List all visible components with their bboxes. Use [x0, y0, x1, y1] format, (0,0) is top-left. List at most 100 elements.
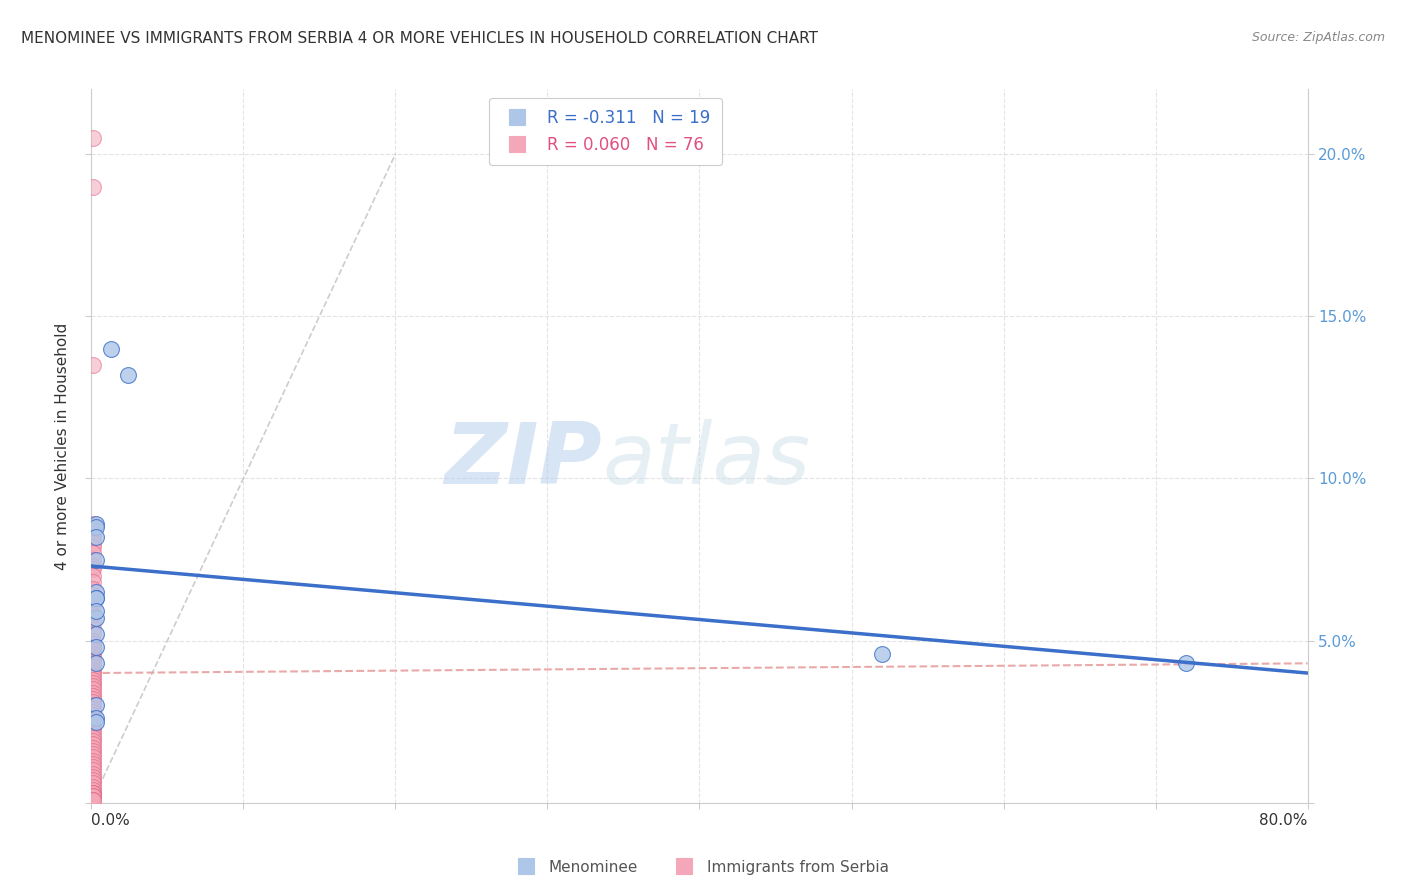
Point — [82, 540, 104, 554]
Y-axis label: 4 or more Vehicles in Household: 4 or more Vehicles in Household — [55, 322, 70, 570]
Point — [82, 705, 104, 719]
Point — [82, 659, 104, 673]
Point — [82, 588, 104, 602]
Point — [84, 585, 107, 599]
Point — [82, 516, 104, 531]
Point — [84, 611, 107, 625]
Point — [84, 591, 107, 606]
Point — [82, 789, 104, 804]
Point — [82, 663, 104, 677]
Point — [82, 657, 104, 671]
Point — [82, 647, 104, 661]
Point — [82, 728, 104, 742]
Point — [82, 526, 104, 541]
Point — [82, 536, 104, 550]
Point — [82, 734, 104, 748]
Point — [82, 776, 104, 790]
Point — [82, 689, 104, 703]
Point — [82, 770, 104, 784]
Point — [84, 516, 107, 531]
Point — [100, 342, 122, 356]
Point — [82, 756, 104, 771]
Point — [82, 731, 104, 745]
Point — [82, 744, 104, 758]
Point — [82, 782, 104, 797]
Point — [82, 621, 104, 635]
Point — [82, 595, 104, 609]
Point — [82, 530, 104, 544]
Point — [82, 760, 104, 774]
Point — [82, 714, 104, 729]
Point — [82, 747, 104, 761]
Point — [82, 698, 104, 713]
Point — [82, 754, 104, 768]
Point — [82, 643, 104, 657]
Point — [84, 552, 107, 566]
Point — [82, 708, 104, 723]
Point — [82, 786, 104, 800]
Point — [84, 640, 107, 654]
Point — [84, 604, 107, 618]
Text: 0.0%: 0.0% — [91, 814, 131, 828]
Point — [82, 673, 104, 687]
Point — [117, 368, 139, 382]
Point — [82, 649, 104, 664]
Point — [82, 675, 104, 690]
Point — [82, 740, 104, 755]
Point — [82, 131, 104, 145]
Point — [82, 666, 104, 681]
Point — [82, 789, 104, 804]
Point — [82, 633, 104, 648]
Point — [82, 711, 104, 725]
Point — [84, 711, 107, 725]
Point — [84, 591, 107, 606]
Text: ZIP: ZIP — [444, 418, 602, 502]
Point — [82, 764, 104, 778]
Point — [82, 582, 104, 596]
Point — [82, 780, 104, 794]
Point — [82, 669, 104, 683]
Point — [82, 575, 104, 590]
Point — [1174, 657, 1197, 671]
Point — [82, 627, 104, 641]
Text: MENOMINEE VS IMMIGRANTS FROM SERBIA 4 OR MORE VEHICLES IN HOUSEHOLD CORRELATION : MENOMINEE VS IMMIGRANTS FROM SERBIA 4 OR… — [21, 31, 818, 46]
Point — [82, 750, 104, 764]
Point — [84, 530, 107, 544]
Point — [82, 601, 104, 615]
Point — [82, 792, 104, 806]
Point — [82, 614, 104, 628]
Point — [82, 358, 104, 372]
Point — [82, 773, 104, 788]
Text: 80.0%: 80.0% — [1260, 814, 1308, 828]
Point — [82, 607, 104, 622]
Point — [84, 698, 107, 713]
Legend: Menominee, Immigrants from Serbia: Menominee, Immigrants from Serbia — [505, 854, 894, 880]
Point — [82, 738, 104, 752]
Point — [82, 718, 104, 732]
Point — [84, 520, 107, 534]
Point — [82, 179, 104, 194]
Point — [82, 562, 104, 576]
Point — [82, 695, 104, 709]
Point — [82, 721, 104, 735]
Point — [82, 568, 104, 582]
Point — [82, 702, 104, 716]
Point — [82, 766, 104, 780]
Point — [84, 657, 107, 671]
Text: Source: ZipAtlas.com: Source: ZipAtlas.com — [1251, 31, 1385, 45]
Point — [82, 786, 104, 800]
Point — [82, 637, 104, 651]
Point — [82, 692, 104, 706]
Point — [82, 559, 104, 574]
Point — [82, 685, 104, 699]
Text: atlas: atlas — [602, 418, 810, 502]
Point — [82, 546, 104, 560]
Point — [82, 653, 104, 667]
Point — [82, 520, 104, 534]
Point — [84, 627, 107, 641]
Point — [84, 714, 107, 729]
Point — [82, 552, 104, 566]
Point — [870, 647, 893, 661]
Point — [82, 682, 104, 697]
Point — [82, 679, 104, 693]
